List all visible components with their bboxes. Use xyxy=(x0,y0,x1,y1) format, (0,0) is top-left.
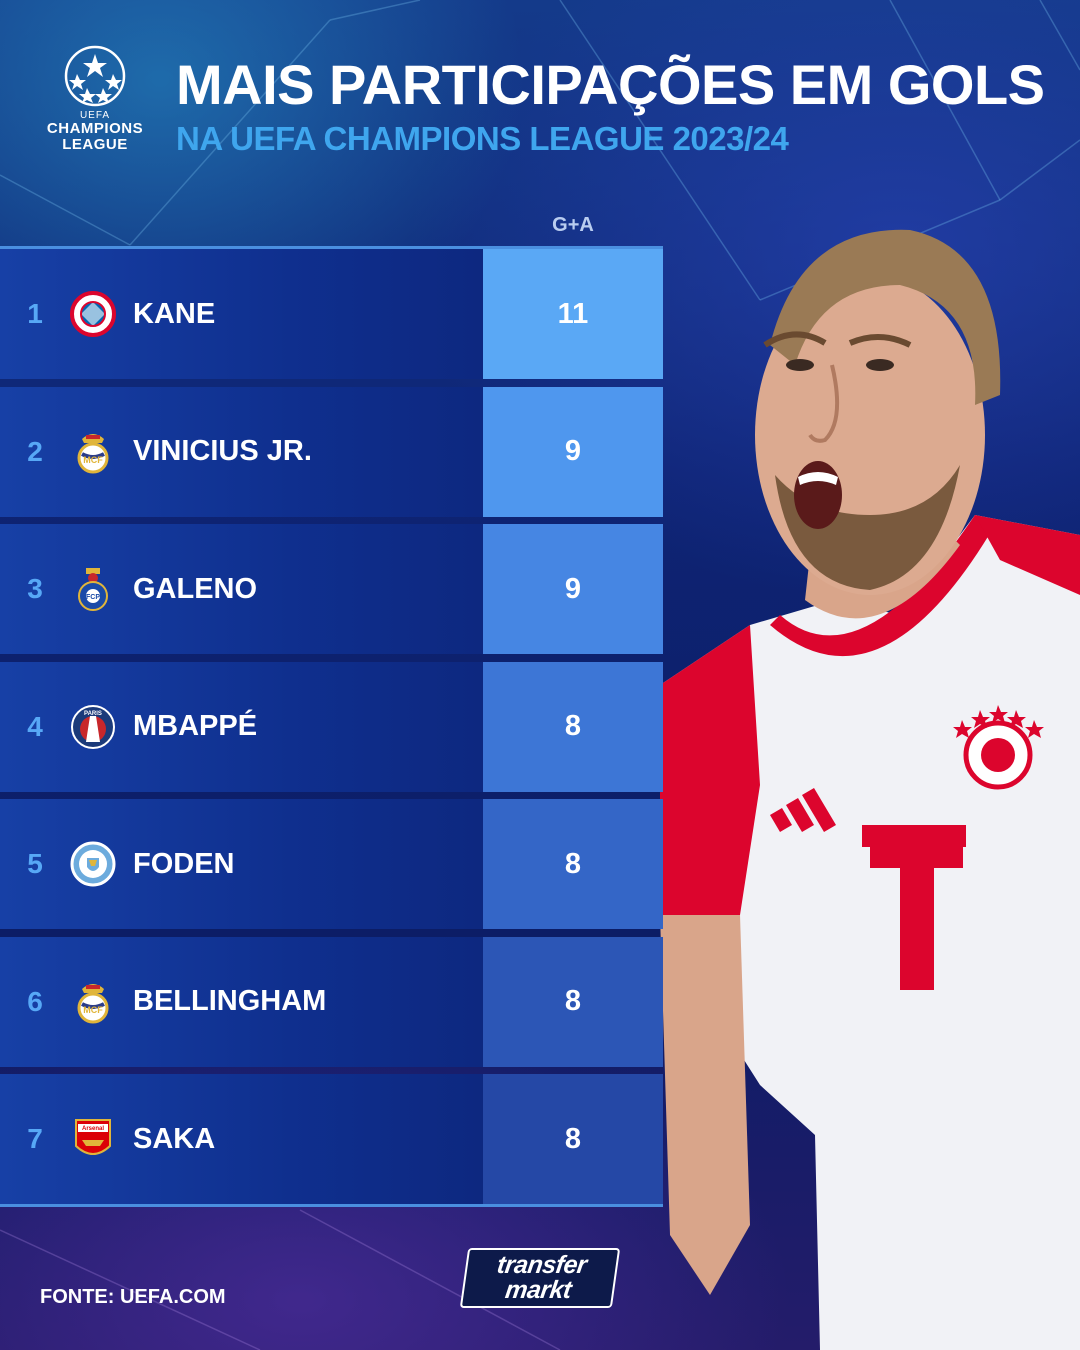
player-cell: 5 FODEN xyxy=(0,799,483,929)
rank-number: 2 xyxy=(27,435,43,467)
psg-crest-icon: PARIS xyxy=(70,704,116,750)
rank-number: 7 xyxy=(27,1123,43,1154)
real-madrid-crest-icon: MCF xyxy=(70,979,116,1025)
page-title: MAIS PARTICIPAÇÕES EM GOLS xyxy=(176,53,1045,116)
table-bottom-border xyxy=(0,1204,663,1207)
rank-number: 4 xyxy=(27,710,43,742)
table-row: 1 KANE 11 xyxy=(0,249,663,379)
table-row: 6 MCF BELLINGHAM 8 xyxy=(0,936,663,1067)
player-name: VINICIUS JR. xyxy=(133,435,312,467)
source-text: FONTE: UEFA.COM xyxy=(40,1286,226,1308)
player-cell: 6 MCF BELLINGHAM xyxy=(0,936,483,1067)
svg-text:FCP: FCP xyxy=(86,594,100,601)
logo-champions-text: CHAMPIONS xyxy=(46,120,144,137)
column-header-ga: G+A xyxy=(552,214,594,236)
ga-value: 8 xyxy=(483,799,663,929)
champions-league-logo: UEFA CHAMPIONS LEAGUE xyxy=(28,44,162,172)
table-row: 2 MCF VINICIUS JR. 9 xyxy=(0,386,663,517)
page-subtitle: NA UEFA CHAMPIONS LEAGUE 2023/24 xyxy=(176,120,789,157)
ga-value: 9 xyxy=(483,524,663,654)
man-city-crest-icon xyxy=(70,841,116,887)
transfermarkt-logo: transfer markt xyxy=(459,1248,621,1308)
table-top-border xyxy=(0,246,663,249)
player-photo xyxy=(660,229,1080,1350)
player-name: KANE xyxy=(133,297,216,330)
ga-value: 9 xyxy=(483,386,663,517)
logo-uefa-text: UEFA xyxy=(79,110,111,121)
player-name: GALENO xyxy=(133,572,258,605)
rank-number: 5 xyxy=(27,848,43,879)
brand-line-2: markt xyxy=(503,1276,574,1304)
ga-value: 11 xyxy=(483,249,663,379)
svg-text:PARIS: PARIS xyxy=(84,711,102,717)
logo-league-text: LEAGUE xyxy=(62,136,128,153)
player-name: MBAPPÉ xyxy=(133,710,258,742)
player-cell: 2 MCF VINICIUS JR. xyxy=(0,386,483,517)
player-name: BELLINGHAM xyxy=(133,985,327,1017)
ga-value: 8 xyxy=(483,661,663,792)
svg-text:MCF: MCF xyxy=(83,1005,103,1015)
brand-line-1: transfer xyxy=(495,1251,589,1279)
table-row: 5 FODEN 8 xyxy=(0,799,663,929)
rank-number: 6 xyxy=(27,985,43,1017)
player-cell: 3 FCP GALENO xyxy=(0,524,483,654)
arsenal-crest-icon: Arsenal xyxy=(70,1116,116,1162)
rank-number: 3 xyxy=(27,573,43,604)
table-row: 7 Arsenal SAKA 8 xyxy=(0,1074,663,1204)
bayern-crest-icon xyxy=(70,291,116,337)
table-row: 3 FCP GALENO 9 xyxy=(0,524,663,654)
player-cell: 4 PARIS MBAPPÉ xyxy=(0,661,483,792)
porto-crest-icon: FCP xyxy=(70,566,116,612)
svg-text:Arsenal: Arsenal xyxy=(82,1126,104,1132)
starball-icon xyxy=(64,45,126,107)
real-madrid-crest-icon: MCF xyxy=(70,429,116,475)
player-name: SAKA xyxy=(133,1122,216,1155)
ga-value: 8 xyxy=(483,936,663,1067)
table-row: 4 PARIS MBAPPÉ 8 xyxy=(0,661,663,792)
rank-number: 1 xyxy=(27,298,43,329)
player-cell: 7 Arsenal SAKA xyxy=(0,1074,483,1204)
player-cell: 1 KANE xyxy=(0,249,483,379)
player-name: FODEN xyxy=(133,847,235,880)
ga-value: 8 xyxy=(483,1074,663,1204)
svg-text:MCF: MCF xyxy=(83,455,103,465)
